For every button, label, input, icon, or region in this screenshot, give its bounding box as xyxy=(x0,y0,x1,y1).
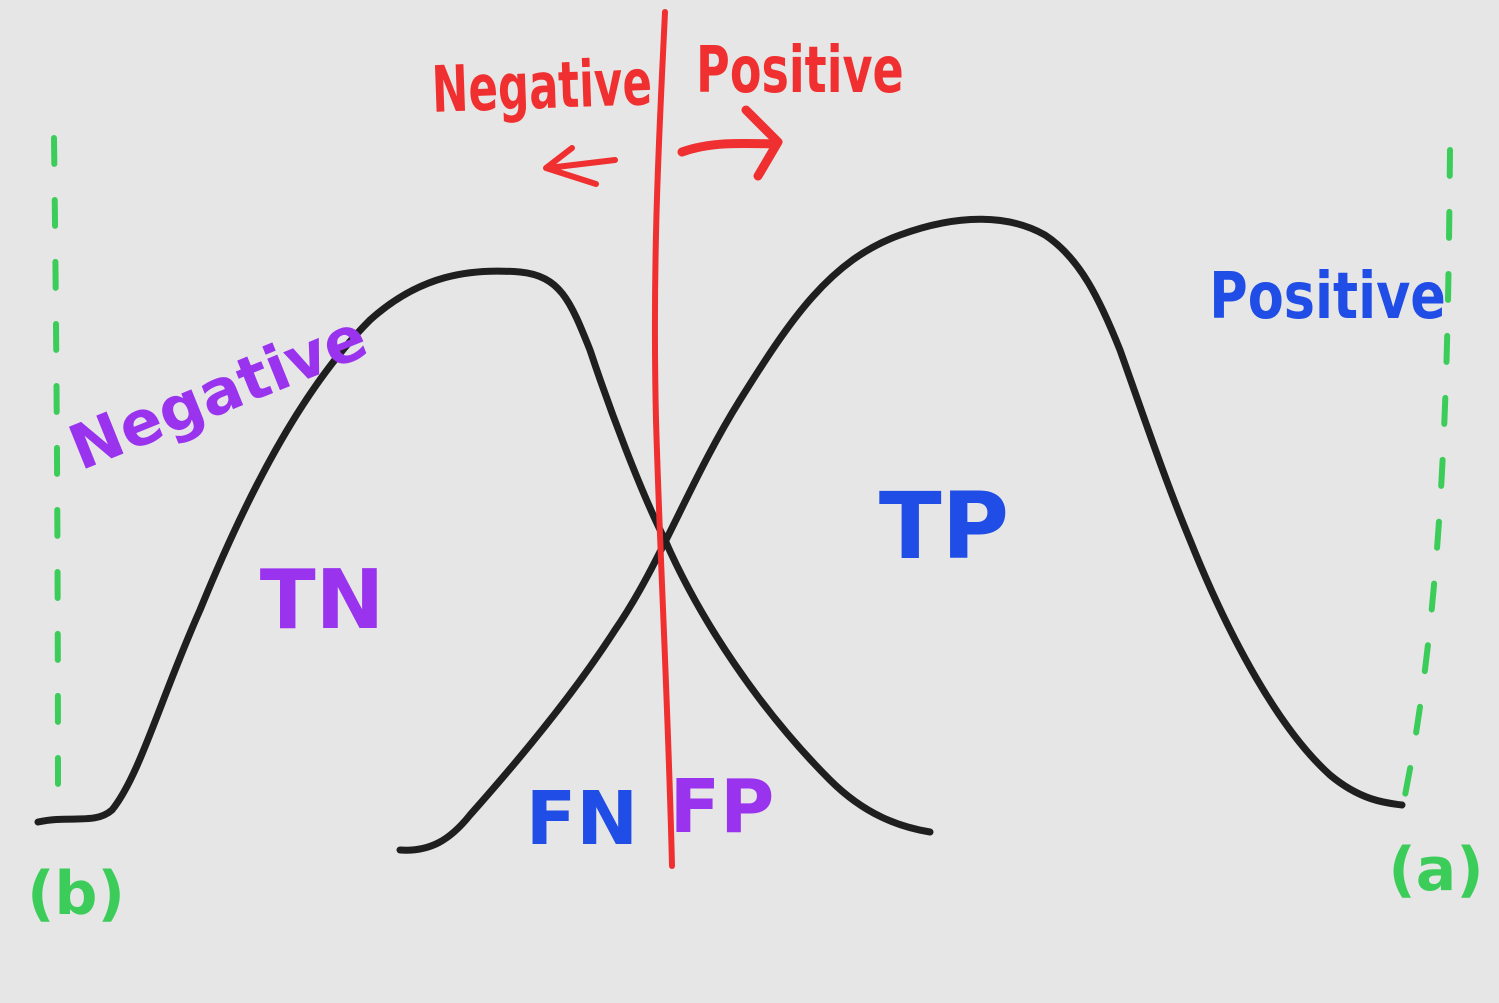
threshold-positive-label: Positive xyxy=(696,33,904,108)
threshold-negative-label: Negative xyxy=(431,45,654,127)
tn-region-label: TN xyxy=(260,553,385,648)
right-boundary-line xyxy=(1399,147,1453,813)
right-arrow-icon xyxy=(677,105,783,181)
right-boundary-marker: (a) xyxy=(1388,835,1483,905)
negative-distribution-curve xyxy=(34,267,934,836)
positive-distribution-curve xyxy=(396,215,1406,854)
left-arrow-icon xyxy=(543,145,618,187)
positive-curve-label: Positive xyxy=(1209,259,1446,333)
left-boundary-marker: (b) xyxy=(27,859,125,929)
fn-region-label: FN xyxy=(526,776,638,862)
left-boundary-line xyxy=(51,135,61,821)
threshold-line xyxy=(651,9,675,869)
fp-region-label: FP xyxy=(670,764,775,850)
tp-region-label: TP xyxy=(879,473,1009,580)
